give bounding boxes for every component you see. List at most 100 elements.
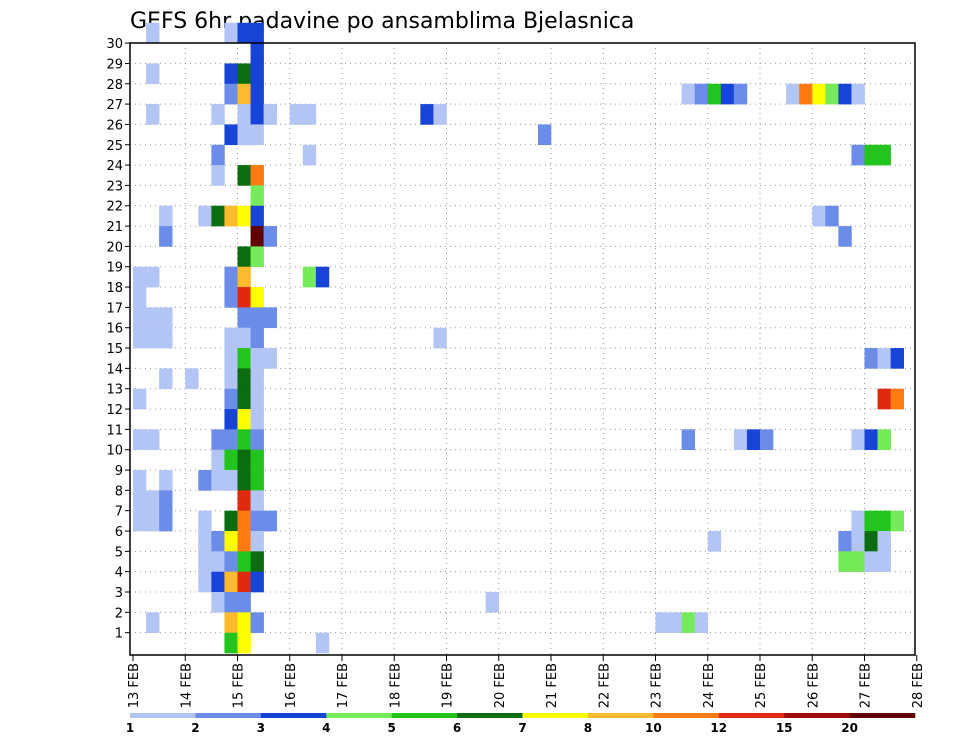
precip-cell [237,307,251,329]
precip-cell [133,287,147,308]
precip-cell [146,490,160,511]
precip-cell [146,266,160,288]
precip-cell [250,551,264,572]
colorbar-label: 12 [710,721,727,735]
precip-cell [890,388,904,410]
x-tick-label: 13 FEB [127,663,142,708]
x-tick-label: 20 FEB [493,663,508,708]
precip-cell [250,612,264,633]
precip-cell [159,226,173,247]
y-tick-label: 20 [106,240,123,255]
precip-cell [838,83,852,105]
colorbar-segment [391,713,458,718]
precip-cell [237,449,251,471]
precip-cell [133,490,147,511]
y-tick-label: 19 [106,261,123,276]
precip-cell [224,409,238,430]
precip-cell [224,632,238,654]
y-tick-label: 12 [106,403,123,418]
precip-cell [746,429,761,450]
precip-cell [146,510,160,532]
precip-cell [655,612,669,633]
colorbar-segment [195,713,262,718]
colorbar-segment [784,713,850,718]
precip-cell [890,510,904,532]
y-tick-label: 8 [115,484,123,499]
precip-cell [250,307,264,329]
precip-cell [250,388,264,410]
precip-cell [146,612,160,633]
precip-cell [877,144,891,166]
x-tick-label: 21 FEB [545,663,560,708]
y-tick-label: 21 [106,220,123,235]
precip-cell [263,510,277,532]
precip-cell [237,429,251,450]
y-tick-label: 4 [115,566,123,581]
precip-cell [237,246,251,268]
y-tick-label: 28 [106,78,123,93]
precip-cell [812,205,826,227]
precip-cell [851,551,865,572]
precip-cell [237,388,251,410]
precip-cell [211,144,225,166]
colorbar-legend: 1 2 3 4 5 6 7 8 10 12 15 20 [126,713,916,735]
precip-cell [133,327,147,349]
precip-cell [224,287,238,308]
precip-cell [250,185,264,207]
precip-cell [224,531,238,552]
precip-cell [838,551,852,572]
x-tick-label: 23 FEB [650,663,665,708]
precip-cell [224,449,238,471]
precip-cell [289,104,304,125]
precip-cell [224,63,238,85]
y-tick-label: 13 [106,383,123,398]
precip-cell [146,327,160,349]
precip-cell [237,592,251,613]
precip-cell [851,144,865,166]
precip-cell [198,531,212,552]
precip-cell [250,104,264,125]
precip-cell [198,510,212,532]
precip-cell [237,571,251,593]
x-tick-label: 28 FEB [911,663,926,708]
precip-cell [211,531,225,552]
y-tick-label: 9 [115,464,123,479]
precip-cell [198,571,212,593]
precip-cell [760,429,774,450]
precip-cell [890,348,904,369]
precip-cell [864,531,878,552]
precip-cell [237,531,251,552]
x-tick-label: 22 FEB [597,663,612,708]
precip-cell [851,83,865,105]
precip-cell [707,83,722,105]
precip-cell [159,307,173,329]
colorbar-label: 2 [191,721,199,735]
precip-cell [133,307,147,329]
colorbar-segment [522,713,589,718]
precip-cell [237,327,251,349]
colorbar-label: 15 [776,721,793,735]
y-tick-label: 16 [106,322,123,337]
precip-cell [237,104,251,125]
precip-cell [237,266,251,288]
precip-cell [864,510,878,532]
precip-cell [159,368,173,390]
precip-cell [224,510,238,532]
precip-cell [420,104,434,125]
precip-cell [250,205,264,227]
precip-cell [250,43,264,64]
precip-cell [224,124,238,146]
precip-cell [237,124,251,146]
precip-cell [250,490,264,511]
y-tick-label: 22 [106,200,123,215]
precip-cell [224,368,238,390]
precip-cell [812,83,826,105]
y-tick-label: 2 [115,606,123,621]
x-tick-label: 25 FEB [754,663,769,708]
plot-frame [129,42,916,656]
precip-cell [146,22,160,44]
precip-cell [250,368,264,390]
y-tick-label: 27 [106,98,123,113]
precip-cell [250,409,264,430]
precip-cell [224,348,238,369]
